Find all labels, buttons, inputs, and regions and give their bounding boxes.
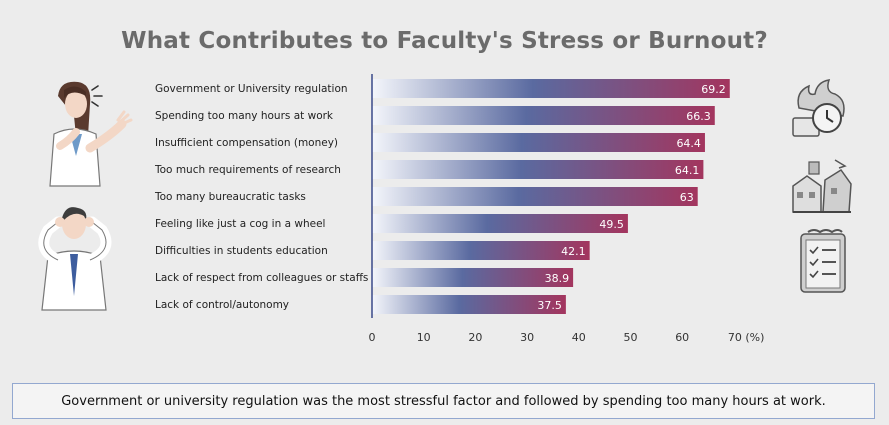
value-label: 38.9 <box>545 272 570 285</box>
bar <box>372 214 628 233</box>
bar <box>372 79 730 98</box>
value-label: 64.4 <box>676 137 701 150</box>
category-label: Spending too many hours at work <box>155 110 334 122</box>
value-label: 42.1 <box>561 245 586 258</box>
x-tick-label: 70 (%) <box>728 331 765 344</box>
category-label: Lack of control/autonomy <box>155 299 289 311</box>
value-label: 64.1 <box>675 164 700 177</box>
x-tick-label: 60 <box>675 331 689 344</box>
x-tick-label: 40 <box>572 331 586 344</box>
bar <box>372 106 715 125</box>
x-tick-label: 0 <box>369 331 376 344</box>
bar <box>372 295 566 314</box>
value-label: 66.3 <box>686 110 711 123</box>
stressed-woman-icon <box>49 81 133 187</box>
value-label: 63 <box>680 191 694 204</box>
category-label: Government or University regulation <box>155 83 348 95</box>
value-label: 37.5 <box>537 299 562 312</box>
bar <box>372 160 704 179</box>
category-label: Insufficient compensation (money) <box>155 137 338 149</box>
bar <box>372 187 698 206</box>
x-tick-label: 50 <box>624 331 638 344</box>
collapsing-buildings-icon <box>792 159 852 213</box>
category-label: Difficulties in students education <box>155 245 328 257</box>
x-tick-label: 10 <box>417 331 431 344</box>
x-tick-label: 20 <box>468 331 482 344</box>
chart-title: What Contributes to Faculty's Stress or … <box>121 28 768 54</box>
bar <box>372 241 590 260</box>
value-label: 49.5 <box>599 218 624 231</box>
bar-chart: Government or University regulation 69.2 S… <box>154 74 765 344</box>
category-label: Too many bureaucratic tasks <box>154 191 306 203</box>
burning-clock-icon <box>792 79 845 137</box>
value-label: 69.2 <box>701 83 726 96</box>
category-label: Lack of respect from colleagues or staff… <box>155 272 368 284</box>
man-covering-ears-icon <box>38 207 112 311</box>
x-tick-label: 30 <box>520 331 534 344</box>
bar <box>372 133 705 152</box>
checklist-clipboard-icon <box>800 229 846 293</box>
category-label: Too much requirements of research <box>154 164 341 176</box>
summary-caption: Government or university regulation was … <box>12 383 875 419</box>
bar <box>372 268 574 287</box>
category-label: Feeling like just a cog in a wheel <box>155 218 325 230</box>
